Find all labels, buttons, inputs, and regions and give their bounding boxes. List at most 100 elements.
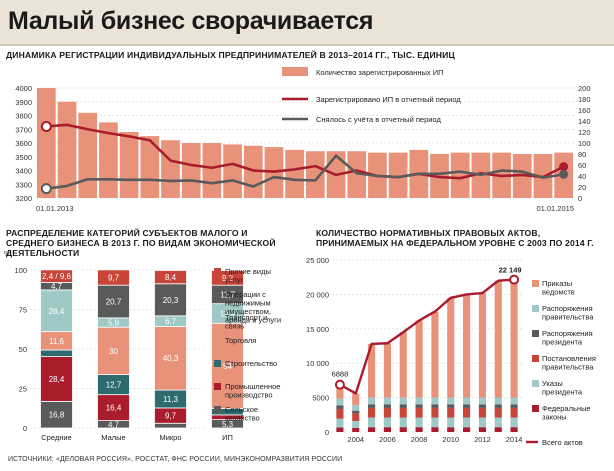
stacked-bar-segment (154, 422, 187, 429)
chart1-title: Динамика регистрации индивидуальных пред… (6, 50, 455, 60)
total-annotation: 6888 (332, 370, 349, 379)
stacked-bar-segment (40, 356, 73, 402)
stacked-column-segment (447, 397, 455, 405)
stacked-column-segment (415, 427, 423, 432)
legend-label: Торговля (225, 336, 256, 345)
stacked-column-segment (415, 407, 423, 418)
stacked-column-segment (463, 427, 471, 432)
legend-label-line: Федеральные (542, 404, 591, 413)
stacked-column-segment (368, 404, 376, 408)
stacked-column-segment (399, 332, 407, 398)
stacked-bar-segment (97, 326, 130, 375)
stacked-column-segment (447, 404, 455, 408)
legend-label: Указы президента (542, 379, 583, 397)
legend-label-line: Распоряжения (542, 304, 593, 313)
stacked-bar-segment (40, 349, 73, 357)
stacked-column-segment (383, 343, 391, 398)
stacked-column-segment (415, 320, 423, 398)
y-axis-label: % (4, 249, 11, 258)
legend-label-line: хозяйство (225, 414, 260, 423)
stacked-column-segment (478, 404, 486, 408)
legend-label: Операции с недвижимым имуществом, аренда и … (225, 290, 281, 325)
stacked-column-segment (478, 397, 486, 405)
stacked-column-segment (336, 398, 344, 406)
legend-label-line: ведомств (542, 288, 575, 297)
legend-label: Постановления правительства (542, 354, 596, 372)
stacked-column-segment (494, 397, 502, 405)
segment-label: 8,4 (165, 273, 177, 282)
bar (388, 152, 408, 198)
legend-label-line: Прочие виды (225, 267, 271, 276)
y-tick-label: 15 000 (306, 325, 329, 334)
stacked-column-segment (510, 417, 518, 428)
stacked-column-segment (478, 427, 486, 432)
y-left-tick-label: 3800 (15, 112, 32, 121)
segment-label: 5,9 (108, 319, 120, 328)
stacked-bar-segment (154, 270, 187, 285)
total-start-marker (334, 379, 345, 390)
bar (306, 151, 325, 198)
stacked-column-segment (368, 427, 376, 432)
x-tick-label: 01.01.2015 (536, 204, 574, 213)
stacked-column-segment (447, 297, 455, 398)
y-tick-label: 25 (19, 385, 27, 394)
segment-label: 20,7 (106, 298, 122, 307)
x-tick-label: 2006 (379, 435, 396, 444)
stacked-column-segment (415, 404, 423, 408)
stacked-column-segment (383, 404, 391, 408)
page-title: Малый бизнес сворачивается (8, 7, 374, 35)
series-line (46, 154, 564, 190)
y-right-tick-label: 100 (578, 139, 591, 148)
stacked-column-segment (399, 427, 407, 432)
stacked-column-segment (431, 407, 439, 418)
segment-label: 9,7 (108, 274, 120, 283)
bar (140, 136, 160, 198)
legend-label-line: Постановления (542, 354, 596, 363)
stacked-column-segment (447, 407, 455, 418)
line-start-marker (40, 121, 52, 132)
segment-label: 30 (109, 347, 118, 356)
legend-label: Транспорт и связь (225, 313, 267, 331)
stacked-column-segment (494, 417, 502, 428)
x-tick-label: 2012 (474, 435, 491, 444)
stacked-column-segment (368, 417, 376, 428)
legend-swatch (282, 67, 308, 76)
segment-label: 6,7 (165, 317, 177, 326)
segment-label: 20,3 (163, 296, 179, 305)
stacked-column-segment (383, 397, 391, 405)
stacked-column-segment (368, 343, 376, 398)
bar (161, 140, 180, 198)
legend-label-line: президента (542, 388, 583, 397)
total-line (339, 278, 515, 395)
y-right-tick-label: 80 (578, 150, 586, 159)
legend-label-line: Указы (542, 379, 563, 388)
stacked-bar-segment (154, 326, 187, 391)
legend-label-line: правительства (542, 363, 594, 372)
legend-label-line: правительства (542, 313, 594, 322)
stacked-column-segment (399, 404, 407, 408)
stacked-column-segment (494, 407, 502, 418)
segment-label: 26,4 (49, 307, 65, 316)
legend-swatch (532, 305, 539, 312)
y-tick-label: 50 (19, 345, 27, 354)
bar (285, 149, 304, 198)
y-tick-label: 10 000 (306, 359, 329, 368)
segment-label: 12,4 (220, 309, 236, 318)
segment-label: 5,3 (222, 420, 234, 429)
legend-label-line: Приказы (542, 279, 572, 288)
stacked-column-segment (510, 404, 518, 408)
stacked-column-segment (478, 407, 486, 418)
stacked-column-segment (399, 417, 407, 428)
legend-label: Строительство (225, 359, 277, 368)
x-tick-label: 01.01.2013 (36, 204, 74, 213)
y-left-tick-label: 3300 (15, 180, 32, 189)
legend-swatch (532, 280, 539, 287)
total-annotation: 22 149 (499, 266, 522, 275)
legend-swatch (532, 355, 539, 362)
stacked-column-segment (494, 427, 502, 432)
legend-label-line: имуществом, (225, 307, 271, 316)
stacked-column-segment (431, 404, 439, 408)
header-bar: Малый бизнес сворачивается (0, 0, 614, 46)
stacked-column-segment (463, 407, 471, 418)
stacked-column-segment (352, 410, 360, 414)
